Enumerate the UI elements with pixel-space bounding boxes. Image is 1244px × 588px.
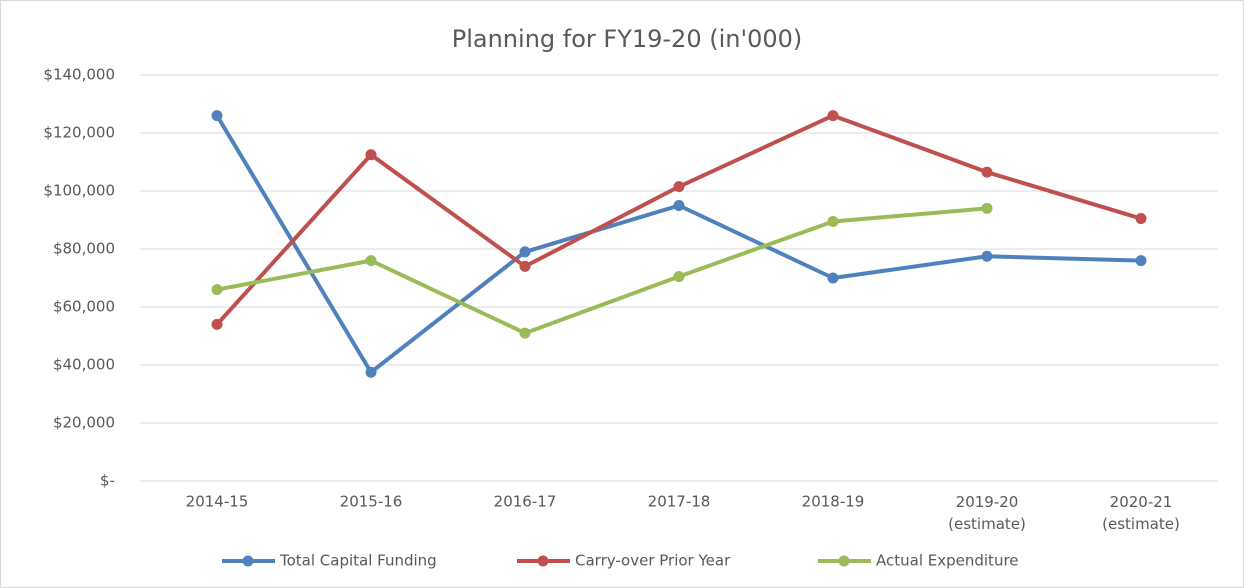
data-point <box>365 366 377 378</box>
legend-marker <box>537 555 549 567</box>
data-point <box>673 271 685 283</box>
x-tick-label: 2020-21 (estimate) <box>1102 493 1180 533</box>
data-point <box>519 246 531 258</box>
series-line <box>216 206 988 336</box>
data-point <box>365 149 377 161</box>
legend-label: Total Capital Funding <box>279 552 437 570</box>
data-point <box>981 202 993 214</box>
y-tick-label: $120,000 <box>43 124 115 142</box>
data-point <box>211 318 223 330</box>
data-point <box>519 327 531 339</box>
data-point <box>211 110 223 122</box>
legend-marker <box>838 555 850 567</box>
data-point <box>1135 255 1147 267</box>
y-tick-label: $60,000 <box>53 298 115 316</box>
data-point <box>211 284 223 296</box>
data-point <box>519 260 531 272</box>
y-tick-label: $100,000 <box>43 182 115 200</box>
data-point <box>981 250 993 262</box>
data-point <box>827 215 839 227</box>
x-tick-label: 2019-20 (estimate) <box>948 493 1026 533</box>
data-point <box>827 110 839 122</box>
data-point <box>673 200 685 211</box>
y-tick-label: $- <box>100 472 115 490</box>
y-tick-label: $140,000 <box>43 66 115 84</box>
data-point <box>827 272 839 284</box>
y-tick-label: $40,000 <box>53 356 115 374</box>
x-tick-label: 2017-18 <box>648 493 711 511</box>
legend-label: Actual Expenditure <box>876 552 1019 570</box>
x-tick-label: 2014-15 <box>186 493 249 511</box>
legend-label: Carry-over Prior Year <box>575 552 731 570</box>
legend-marker <box>242 555 254 567</box>
y-tick-label: $80,000 <box>53 240 115 258</box>
x-tick-label: 2018-19 <box>802 493 865 511</box>
data-point <box>673 181 685 193</box>
y-tick-label: $20,000 <box>53 414 115 432</box>
data-point <box>1135 213 1147 225</box>
data-point <box>365 255 377 267</box>
chart-title: Planning for FY19-20 (in'000) <box>452 25 802 53</box>
x-tick-label: 2015-16 <box>340 493 403 511</box>
x-tick-label: 2016-17 <box>494 493 557 511</box>
data-point <box>981 166 993 178</box>
